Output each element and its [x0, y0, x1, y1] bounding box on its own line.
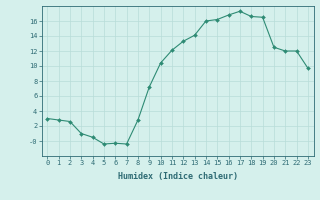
X-axis label: Humidex (Indice chaleur): Humidex (Indice chaleur)	[118, 172, 237, 181]
